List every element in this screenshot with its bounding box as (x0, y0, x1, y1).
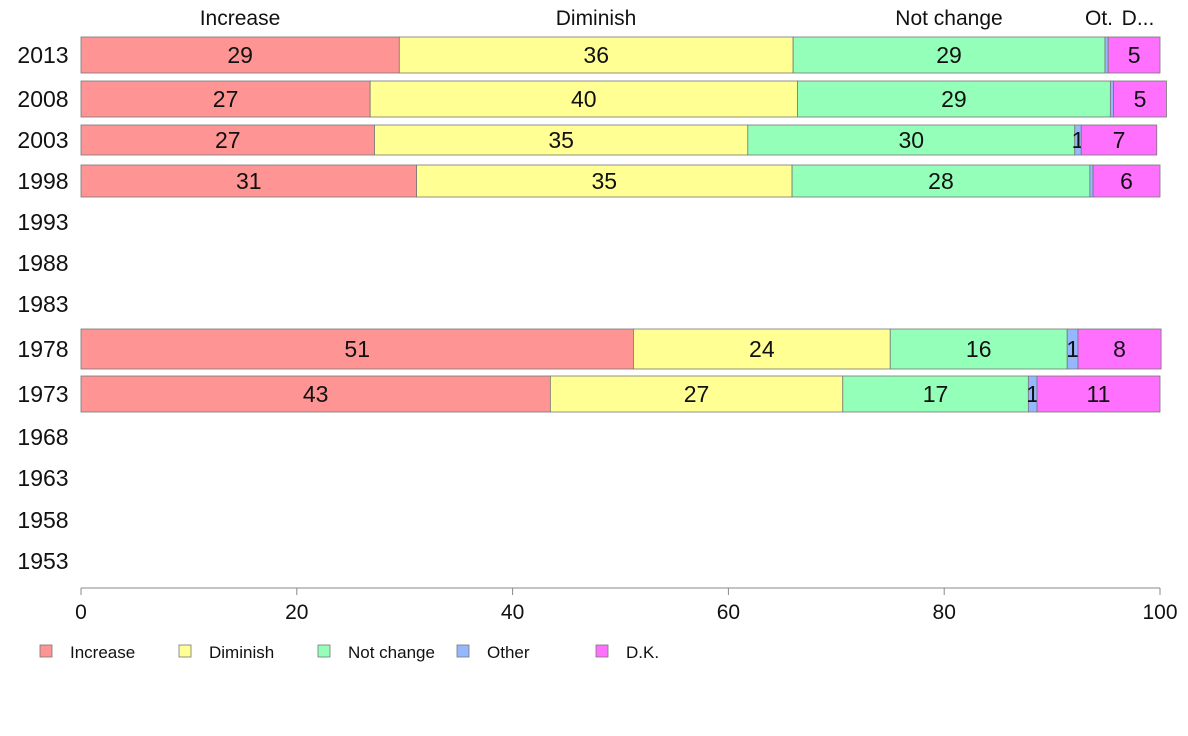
data-label: 1 (1026, 381, 1039, 407)
column-header: Increase (200, 7, 281, 30)
data-label: 27 (215, 127, 241, 153)
data-label: 17 (923, 381, 949, 407)
legend-swatch (595, 644, 609, 658)
column-headers: Increase Diminish Not change Ot. D... (200, 7, 1155, 30)
x-axis: 0 20 40 60 80 100 (75, 587, 1178, 624)
x-tick-label: 0 (75, 601, 87, 624)
x-tick-label: 40 (501, 601, 524, 624)
year-label: 1993 (17, 209, 68, 235)
bar-segment (1036, 375, 1161, 413)
data-label: 27 (684, 381, 710, 407)
bar-segment (1080, 124, 1158, 156)
bar-segment (549, 375, 844, 413)
bar-segment (80, 375, 551, 413)
column-header: D... (1122, 7, 1155, 30)
data-label: 40 (571, 86, 597, 112)
data-label: 28 (928, 168, 954, 194)
bar-segment (398, 36, 794, 74)
data-label: 29 (941, 86, 967, 112)
year-label: 1953 (17, 548, 68, 574)
legend-label: Not change (348, 643, 435, 662)
bar-segment (842, 375, 1029, 413)
year-label: 1988 (17, 250, 68, 276)
legend-label: Diminish (209, 643, 274, 662)
bar-segment (416, 164, 793, 198)
legend: Increase Diminish Not change Other D.K. (39, 643, 659, 662)
data-label: 8 (1113, 336, 1126, 362)
legend-swatch (39, 644, 53, 658)
year-label: 1998 (17, 168, 68, 194)
bar-segment (80, 164, 417, 198)
data-label: 51 (344, 336, 370, 362)
year-labels: 2013 2008 2003 1998 1993 1988 1983 1978 1973 1968… (17, 42, 68, 574)
bar-segment (889, 328, 1068, 370)
bar-segment (80, 124, 375, 156)
legend-swatch (317, 644, 331, 658)
legend-label: Other (487, 643, 530, 662)
data-label: 43 (303, 381, 329, 407)
data-label: 35 (548, 127, 574, 153)
x-tick-label: 60 (717, 601, 740, 624)
x-tick-label: 20 (285, 601, 308, 624)
year-label: 2013 (17, 42, 68, 68)
bar-segment (1092, 164, 1161, 198)
year-label: 1963 (17, 465, 68, 491)
legend-swatch (456, 644, 470, 658)
data-label: 31 (236, 168, 262, 194)
legend-label: D.K. (626, 643, 659, 662)
bar-segment (797, 80, 1111, 118)
legend-swatch (178, 644, 192, 658)
legend-label: Increase (70, 643, 135, 662)
bar-segment (1113, 80, 1167, 118)
bar-segment (792, 36, 1106, 74)
data-label: 29 (936, 42, 962, 68)
bar-segment (633, 328, 891, 370)
year-label: 2003 (17, 127, 68, 153)
data-label: 27 (213, 86, 239, 112)
column-header: Not change (895, 7, 1002, 30)
bar-segment (369, 80, 798, 118)
bar-segment (1109, 80, 1115, 118)
data-label: 29 (227, 42, 253, 68)
data-label: 36 (583, 42, 609, 68)
column-header: Ot. (1085, 7, 1113, 30)
bar-segment (1104, 36, 1109, 74)
data-label: 11 (1087, 381, 1111, 407)
year-label: 1968 (17, 424, 68, 450)
data-label: 35 (592, 168, 618, 194)
x-tick-label: 80 (933, 601, 956, 624)
bar-segment (374, 124, 749, 156)
bar-segment (1077, 328, 1162, 370)
data-label: 16 (966, 336, 992, 362)
x-tick-label: 100 (1142, 601, 1177, 624)
data-label: 5 (1134, 86, 1147, 112)
data-label: 1 (1066, 336, 1079, 362)
bar-segment (791, 164, 1091, 198)
column-header: Diminish (556, 7, 637, 30)
data-label: 5 (1128, 42, 1141, 68)
bar-segment (1089, 164, 1094, 198)
data-label: 7 (1113, 127, 1126, 153)
year-label: 1983 (17, 291, 68, 317)
bars: 29 36 29 527 40 29 527 35 30 1 731 35 28 651 24 16 1 843 2… (80, 36, 1167, 413)
year-label: 1978 (17, 336, 68, 362)
data-label: 6 (1120, 168, 1133, 194)
data-label: 30 (898, 127, 924, 153)
year-label: 1973 (17, 381, 68, 407)
bar-segment (80, 328, 634, 370)
bar-segment (1107, 36, 1161, 74)
bar-segment (80, 80, 371, 118)
year-label: 2008 (17, 86, 68, 112)
year-label: 1958 (17, 507, 68, 533)
data-label: 24 (749, 336, 775, 362)
bar-segment (80, 36, 400, 74)
